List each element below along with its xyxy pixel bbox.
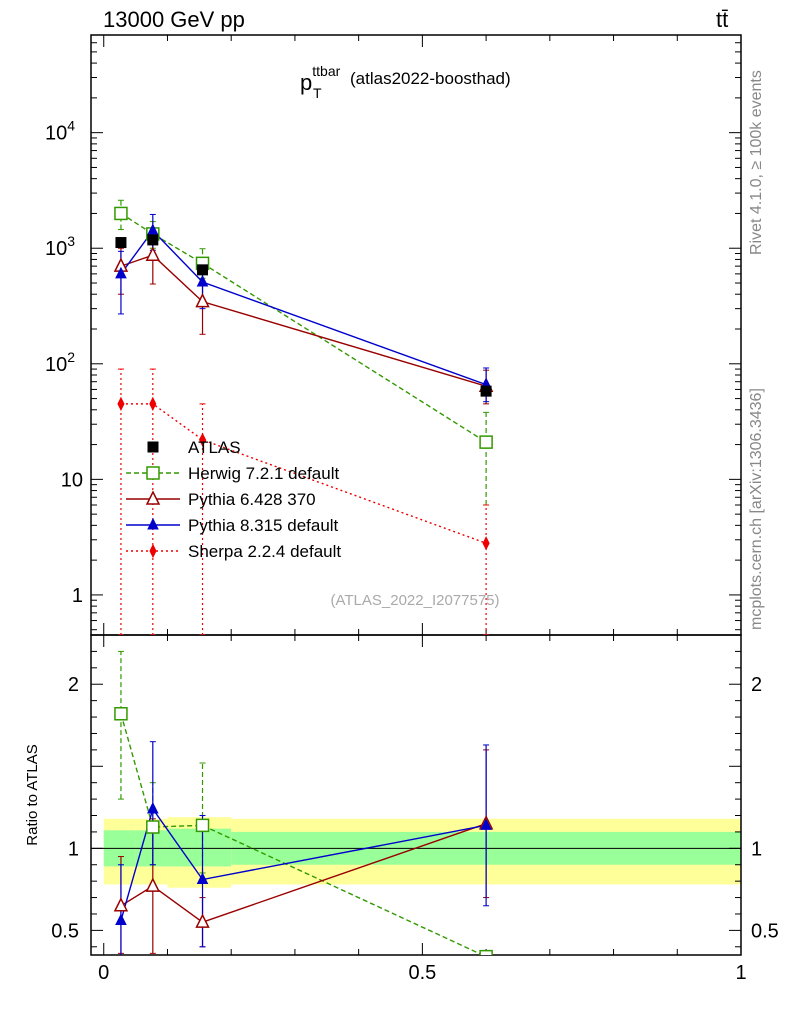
plot-title-subscript: T bbox=[313, 85, 322, 101]
y-tick-label: 102 bbox=[45, 349, 75, 376]
ratio-series-group bbox=[113, 650, 494, 1007]
ratio-point-pythia-8-315-default bbox=[480, 818, 492, 830]
point-atlas-data bbox=[197, 264, 209, 276]
ratio-point-herwig-7-2-1-default bbox=[479, 949, 493, 955]
point-sherpa-2-2-4-default bbox=[117, 396, 125, 411]
ratio-line-pythia-8-315-default bbox=[120, 807, 487, 921]
legend-marker-atlas bbox=[147, 441, 159, 453]
ratio-y-tick-label-left: 1 bbox=[68, 838, 79, 860]
point-pythia-8-315-default bbox=[115, 266, 127, 279]
legend-marker-sherpa-2-2-4-default bbox=[149, 543, 157, 559]
y-tick-label: 103 bbox=[45, 233, 75, 260]
y-tick-label: 10 bbox=[61, 469, 83, 491]
legend-marker-pythia-6-428-370 bbox=[145, 490, 161, 505]
legend-label-pythia-8-315-default: Pythia 8.315 default bbox=[188, 516, 339, 535]
x-tick-label: 1 bbox=[735, 962, 746, 984]
point-atlas-data bbox=[480, 385, 492, 397]
series-line-sherpa-2-2-4-default bbox=[120, 403, 487, 544]
ratio-point-pythia-8-315-default bbox=[115, 913, 127, 926]
x-tick-label: 0.5 bbox=[408, 962, 436, 984]
ratio-panel-frame bbox=[90, 634, 742, 956]
legend-label-pythia-6-428-370: Pythia 6.428 370 bbox=[188, 490, 316, 509]
legend-label-atlas: ATLAS bbox=[188, 438, 241, 457]
point-sherpa-2-2-4-default bbox=[198, 432, 207, 447]
ratio-point-pythia-8-315-default bbox=[147, 801, 159, 814]
legend-marker-pythia-8-315-default bbox=[147, 517, 159, 530]
series-line-pythia-8-315-default bbox=[120, 229, 487, 386]
x-tick-label: 0 bbox=[98, 962, 109, 984]
ratio-line-herwig-7-2-1-default bbox=[120, 713, 485, 955]
ratio-line-pythia-6-428-370 bbox=[120, 823, 487, 923]
plot-title-rest: (atlas2022-boosthad) bbox=[350, 69, 511, 88]
y-tick-label: 1 bbox=[72, 585, 83, 607]
ratio-y-tick-label-right: 0.5 bbox=[751, 920, 779, 942]
legend-label-sherpa-2-2-4-default: Sherpa 2.2.4 default bbox=[188, 542, 341, 561]
ratio-point-pythia-6-428-370 bbox=[113, 897, 129, 912]
ratio-point-herwig-7-2-1-default bbox=[146, 820, 160, 834]
ratio-line-sherpa-2-2-4-default bbox=[121, 1004, 486, 1007]
main-series-group bbox=[113, 199, 494, 635]
point-pythia-6-428-370 bbox=[195, 292, 210, 308]
legend-marker-herwig-7-2-1-default bbox=[146, 466, 160, 480]
point-atlas-data bbox=[115, 237, 127, 249]
ratio-point-herwig-7-2-1-default bbox=[114, 707, 128, 721]
ratio-point-pythia-8-315-default bbox=[196, 872, 209, 885]
point-atlas-data bbox=[147, 234, 159, 246]
ratio-y-axis-label: Ratio to ATLAS bbox=[24, 744, 41, 845]
process-label: tt̄ bbox=[716, 7, 729, 32]
point-herwig-7-2-1-default bbox=[114, 206, 128, 221]
ratio-point-pythia-6-428-370 bbox=[195, 913, 210, 928]
point-sherpa-2-2-4-default bbox=[482, 536, 490, 551]
ratio-y-tick-label-right: 1 bbox=[751, 838, 762, 860]
point-herwig-7-2-1-default bbox=[479, 435, 493, 449]
point-pythia-8-315-default bbox=[196, 274, 209, 287]
ratio-band-inner bbox=[167, 828, 232, 867]
ratio-band-group bbox=[91, 817, 741, 888]
energy-label: 13000 GeV pp bbox=[103, 7, 245, 32]
ratio-y-tick-label-right: 2 bbox=[751, 674, 762, 696]
ratio-point-pythia-6-428-370 bbox=[145, 877, 161, 892]
point-pythia-6-428-370 bbox=[145, 246, 161, 261]
ratio-point-herwig-7-2-1-default bbox=[195, 818, 210, 833]
series-line-herwig-7-2-1-default bbox=[120, 212, 487, 443]
analysis-watermark: (ATLAS_2022_I2077575) bbox=[330, 592, 499, 609]
ratio-y-tick-label-left: 0.5 bbox=[51, 920, 79, 942]
point-sherpa-2-2-4-default bbox=[149, 396, 157, 411]
series-line-pythia-6-428-370 bbox=[120, 254, 487, 387]
legend-label-herwig-7-2-1-default: Herwig 7.2.1 default bbox=[188, 464, 339, 483]
ratio-y-tick-label-left: 2 bbox=[68, 674, 79, 696]
y-tick-label: 104 bbox=[45, 118, 75, 145]
